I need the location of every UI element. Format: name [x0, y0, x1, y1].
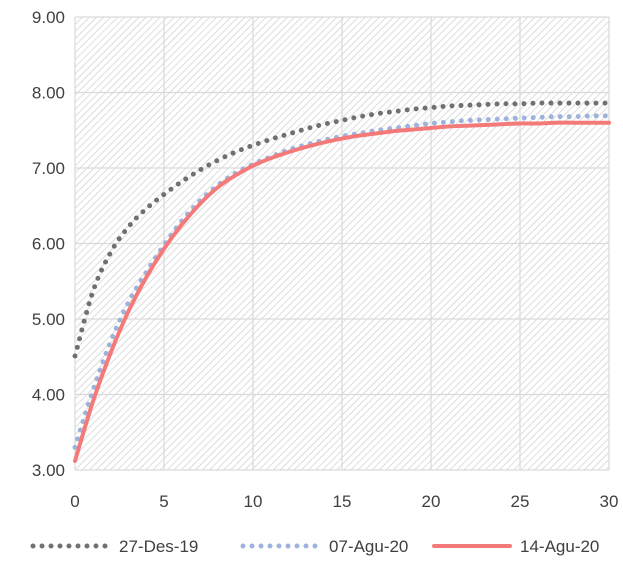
x-tick-label: 15 [333, 492, 352, 511]
x-tick-label: 0 [70, 492, 79, 511]
series-line-3 [73, 120, 611, 463]
legend-label-2: 07-Agu-20 [329, 537, 408, 556]
y-tick-label: 6.00 [32, 235, 65, 254]
series-line-1 [72, 100, 612, 359]
legend-label-1: 27-Des-19 [119, 537, 198, 556]
axis-tick-labels: 3.00 4.00 5.00 6.00 7.00 8.00 9.00 0 5 10 15 20 25 30 [32, 8, 619, 511]
y-tick-label: 4.00 [32, 386, 65, 405]
x-tick-label: 5 [159, 492, 168, 511]
x-tick-label: 20 [422, 492, 441, 511]
y-tick-label: 8.00 [32, 84, 65, 103]
x-tick-label: 10 [244, 492, 263, 511]
x-tick-label: 30 [600, 492, 619, 511]
legend-label-3: 14-Agu-20 [520, 537, 599, 556]
y-tick-label: 7.00 [32, 159, 65, 178]
y-tick-label: 9.00 [32, 8, 65, 27]
series-lines [72, 100, 612, 463]
x-tick-label: 25 [511, 492, 530, 511]
legend: 27-Des-19 07-Agu-20 14-Agu-20 [30, 537, 599, 556]
gridlines [74, 16, 610, 471]
y-tick-label: 5.00 [32, 310, 65, 329]
y-tick-label: 3.00 [32, 461, 65, 480]
